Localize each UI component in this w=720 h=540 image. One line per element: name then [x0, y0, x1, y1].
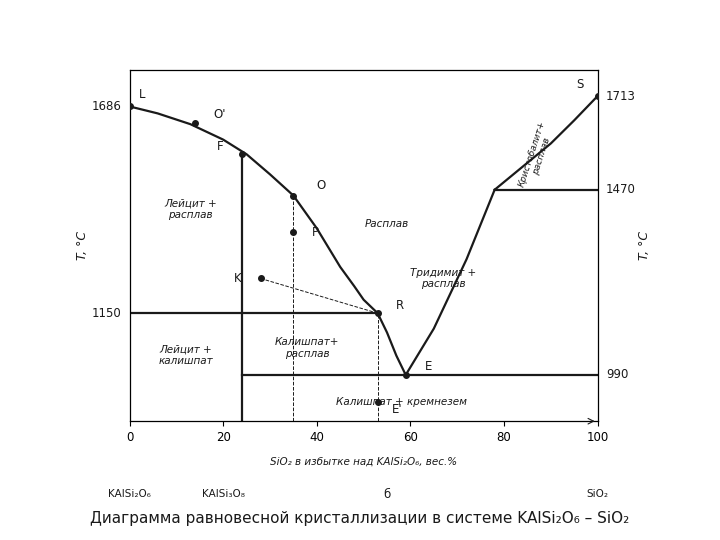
Text: E': E' [392, 403, 402, 416]
Text: KAlSi₃O₈: KAlSi₃O₈ [202, 489, 245, 499]
Text: Калишпат + кремнезем: Калишпат + кремнезем [336, 397, 467, 407]
Text: K: K [234, 272, 242, 285]
Text: 990: 990 [606, 368, 629, 381]
Text: SiO₂ в избытке над KAlSi₂O₆, вес.%: SiO₂ в избытке над KAlSi₂O₆, вес.% [270, 456, 457, 467]
Text: Калишпат+
расплав: Калишпат+ расплав [275, 337, 340, 359]
Text: R: R [396, 299, 405, 312]
Text: 1150: 1150 [91, 307, 121, 320]
Text: Лейцит +
расплав: Лейцит + расплав [164, 198, 217, 220]
Text: 1713: 1713 [606, 90, 636, 103]
Text: P: P [312, 226, 319, 239]
Text: Расплав: Расплав [365, 219, 409, 230]
Text: F: F [217, 140, 223, 153]
Text: E: E [424, 360, 432, 373]
Text: 1686: 1686 [91, 100, 121, 113]
Text: T, °C: T, °C [76, 231, 89, 260]
Text: 1470: 1470 [606, 183, 636, 196]
Text: Диаграмма равновесной кристаллизации в системе KAlSi₂O₆ – SiO₂: Диаграмма равновесной кристаллизации в с… [91, 511, 629, 526]
Text: Кристобалит+
расплав: Кристобалит+ расплав [517, 119, 557, 191]
Text: SiO₂: SiO₂ [587, 489, 608, 499]
Text: Лейцит +
калишпат: Лейцит + калишпат [158, 345, 213, 367]
Text: KAlSi₂O₆: KAlSi₂O₆ [108, 489, 151, 499]
Text: б: б [383, 488, 391, 501]
Text: O': O' [214, 109, 226, 122]
Text: L: L [139, 88, 145, 101]
Text: Тридимит +
расплав: Тридимит + расплав [410, 268, 477, 289]
Text: S: S [576, 78, 583, 91]
Text: T, °C: T, °C [638, 231, 651, 260]
Text: O: O [317, 179, 326, 192]
